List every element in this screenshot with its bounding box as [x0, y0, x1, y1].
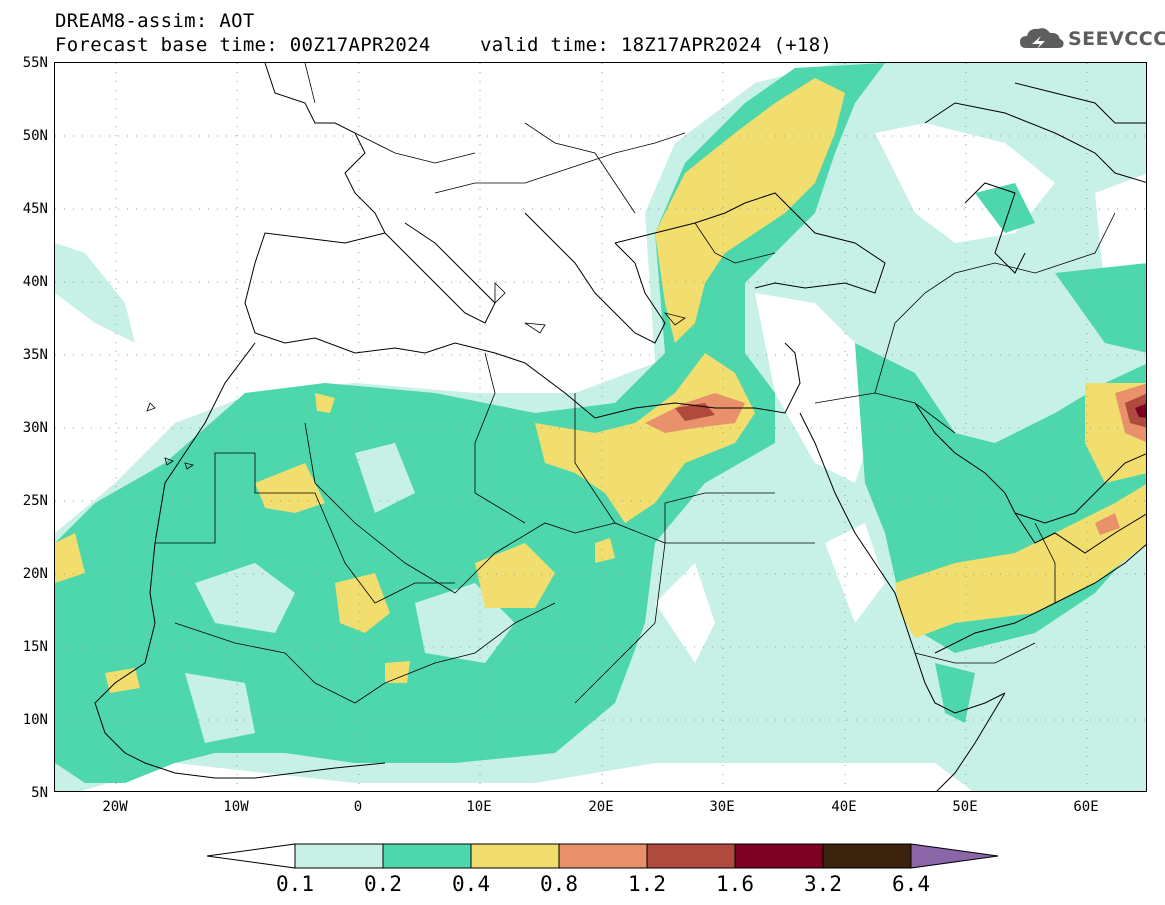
lat-label-55n: 55N: [22, 55, 48, 71]
colorbar-label-1.6: 1.6: [716, 872, 754, 896]
lat-label-35n: 35N: [22, 347, 48, 363]
aot-colorbar: [206, 843, 999, 869]
lon-label-60e: 60E: [1073, 799, 1099, 815]
aot-level-0.4: [55, 78, 1146, 693]
colorbar-label-0.8: 0.8: [540, 872, 578, 896]
lat-label-50n: 50N: [22, 128, 48, 144]
aot-level-1.6: [1135, 403, 1146, 418]
lat-label-5n: 5N: [31, 785, 48, 801]
lon-label-30e: 30E: [709, 799, 735, 815]
lon-label-20e: 20E: [588, 799, 614, 815]
lon-label-20w: 20W: [102, 799, 128, 815]
colorbar-cell-3.2: [822, 843, 912, 869]
colorbar-label-0.2: 0.2: [364, 872, 402, 896]
colorbar-cell-1.6: [734, 843, 824, 869]
lat-label-20n: 20N: [22, 566, 48, 582]
cloud-icon: [1020, 28, 1064, 49]
lat-label-40n: 40N: [22, 274, 48, 290]
lat-label-15n: 15N: [22, 639, 48, 655]
colorbar-label-0.4: 0.4: [452, 872, 490, 896]
lon-label-0: 0: [353, 799, 363, 815]
colorbar-cell-below: [206, 843, 296, 869]
colorbar-label-1.2: 1.2: [628, 872, 666, 896]
lat-label-25n: 25N: [22, 493, 48, 509]
lat-label-45n: 45N: [22, 201, 48, 217]
aot-map: [55, 63, 1146, 791]
colorbar-cell-above: [910, 843, 999, 869]
light-holes: [185, 443, 515, 743]
map-title: DREAM8-assim: AOT: [55, 10, 255, 32]
islands: [146, 282, 686, 470]
country-borders: [155, 63, 1116, 704]
valid-time: valid time: 18Z17APR2024 (+18): [480, 34, 833, 56]
colorbar-label-0.1: 0.1: [276, 872, 314, 896]
colorbar-cell-0.4: [470, 843, 560, 869]
logo-text: SEEVCCC: [1068, 28, 1165, 50]
colorbar-cell-0.1: [294, 843, 384, 869]
colorbar-label-3.2: 3.2: [804, 872, 842, 896]
lon-label-10w: 10W: [223, 799, 249, 815]
lat-label-10n: 10N: [22, 712, 48, 728]
colorbar-cell-1.2: [646, 843, 736, 869]
lat-label-30n: 30N: [22, 420, 48, 436]
colorbar-cell-0.8: [558, 843, 648, 869]
lon-label-40e: 40E: [831, 799, 857, 815]
map-panel[interactable]: [54, 62, 1147, 792]
colorbar-label-6.4: 6.4: [892, 872, 930, 896]
lon-label-10e: 10E: [466, 799, 492, 815]
forecast-base-time: Forecast base time: 00Z17APR2024: [55, 34, 431, 56]
seevccc-logo: SEEVCCC: [1018, 24, 1165, 54]
aot-level-1.2: [675, 393, 1146, 428]
colorbar-cell-0.2: [382, 843, 472, 869]
lon-label-50e: 50E: [952, 799, 978, 815]
